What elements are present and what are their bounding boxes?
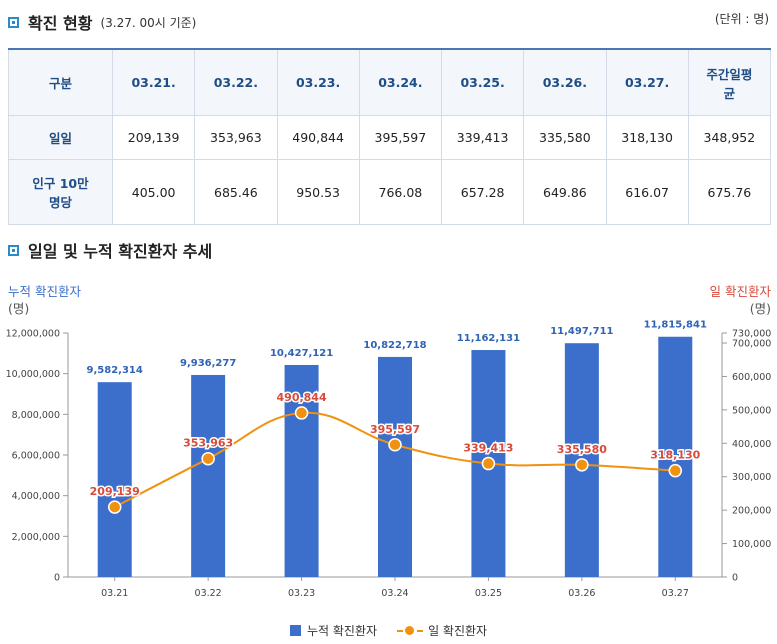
point-daily [668,463,683,478]
table-cell: 209,139 [111,115,196,160]
point-daily [388,438,402,452]
legend-bar-swatch [290,625,301,636]
table-row: 일일 209,139 353,963 490,844 395,597 339,4… [8,115,772,160]
bar-cumulative [191,374,226,577]
trend-chart: 누적 확진환자 (명) 일 확진환자 (명) 0 2,000,000 4,000,000 6,… [6,284,772,599]
left-axis-title: 누적 확진환자 [8,284,81,299]
table-header: 03.21. [111,48,196,116]
right-tick-label: 300,000 [732,472,771,483]
left-tick-label: 6,000,000 [12,451,60,462]
section-square-icon [8,16,19,28]
left-tick-label: 4,000,000 [12,491,60,502]
table-header: 구분 [8,48,113,116]
table-header: 03.27. [605,48,689,116]
right-tick-label: 600,000 [732,372,771,383]
left-tick-label: 0 [54,573,60,584]
table-cell: 318,130 [605,115,689,160]
trend-title: 일일 및 누적 확진환자 추세 [28,242,213,261]
right-axis-unit: (명) [750,301,771,316]
point-data-label: 353,963 [183,437,233,450]
chart-legend: 누적 확진환자 일 확진환자 [290,622,487,639]
table-cell: 657.28 [440,159,525,225]
bar-data-label: 10,822,718 [363,340,426,351]
x-tick-label: 03.27 [662,588,689,599]
table-cell: 335,580 [523,115,607,160]
left-tick-label: 12,000,000 [6,329,60,340]
table-cell: 766.08 [358,159,443,225]
trend-section-title: 일일 및 누적 확진환자 추세 [8,238,212,262]
x-tick-label: 03.25 [475,588,502,599]
left-axis-unit: (명) [8,301,29,316]
status-title: 확진 현황 [28,14,93,33]
table-header: 03.24. [358,48,443,116]
legend-label-daily: 일 확진환자 [428,624,488,638]
table-cell: 353,963 [194,115,278,160]
point-data-label: 335,580 [557,443,607,456]
point-data-label: 339,413 [463,442,513,455]
table-cell: 405.00 [111,159,196,225]
point-daily [481,456,496,471]
table-cell: 675.76 [687,159,772,225]
table-row: 인구 10만명당 405.00 685.46 950.53 766.08 657… [8,159,772,225]
table-cell: 395,597 [358,115,443,160]
table-header: 주간일평균 [687,48,772,116]
table-header: 03.22. [194,48,278,116]
bar-data-label: 10,427,121 [270,348,333,359]
bar-cumulative [97,382,132,577]
point-data-label: 395,597 [370,423,420,436]
table-cell: 616.07 [605,159,689,225]
unit-label: (단위 : 명) [714,12,769,26]
table-header: 03.26. [523,48,607,116]
table-cell: 950.53 [276,159,360,225]
bar-data-label: 9,936,277 [180,358,236,369]
x-tick-label: 03.24 [381,588,408,599]
section-square-icon [8,244,19,256]
left-tick-label: 10,000,000 [6,369,60,380]
bar-cumulative [658,336,693,577]
row-header: 일일 [8,115,113,160]
table-header: 03.25. [440,48,525,116]
point-daily [294,406,309,420]
right-tick-label: 400,000 [732,439,771,450]
x-tick-label: 03.26 [568,588,595,599]
legend-line-swatch [397,625,424,637]
table-header-row: 구분 03.21. 03.22. 03.23. 03.24. 03.25. 03… [8,48,772,116]
row-header: 인구 10만명당 [8,159,113,225]
point-daily [575,458,589,472]
left-tick-label: 8,000,000 [12,410,60,421]
right-axis-title: 일 확진환자 [710,284,772,299]
right-tick-label: 500,000 [732,405,771,416]
right-tick-label: 730,000 [732,329,771,340]
point-daily [107,500,122,514]
bar-data-label: 11,497,711 [550,326,613,337]
right-tick-label: 0 [732,573,738,584]
status-section-title: 확진 현황 (3.27. 00시 기준) [8,10,196,34]
stats-table: 구분 03.21. 03.22. 03.23. 03.24. 03.25. 03… [8,48,772,225]
point-daily [201,451,215,466]
bar-data-label: 11,815,841 [644,320,707,331]
right-tick-label: 200,000 [732,506,771,517]
right-tick-label: 700,000 [732,339,771,350]
bar-cumulative [284,364,319,577]
status-subtitle: (3.27. 00시 기준) [100,15,197,30]
right-tick-label: 100,000 [732,539,771,550]
table-header: 03.23. [276,48,360,116]
table-cell: 339,413 [440,115,525,160]
point-data-label: 209,139 [90,485,140,498]
table-cell: 490,844 [276,115,360,160]
x-tick-label: 03.22 [195,588,222,599]
table-cell: 649.86 [523,159,607,225]
x-tick-label: 03.21 [101,588,128,599]
point-data-label: 490,844 [277,391,327,404]
left-tick-label: 2,000,000 [12,532,60,543]
point-data-label: 318,130 [650,449,700,462]
legend-label-cumulative: 누적 확진환자 [307,624,378,638]
table-cell: 348,952 [687,115,772,160]
bar-cumulative [378,356,412,577]
table-cell: 685.46 [194,159,278,225]
bar-data-label: 9,582,314 [87,365,143,376]
bar-data-label: 11,162,131 [457,333,520,344]
x-tick-label: 03.23 [288,588,315,599]
